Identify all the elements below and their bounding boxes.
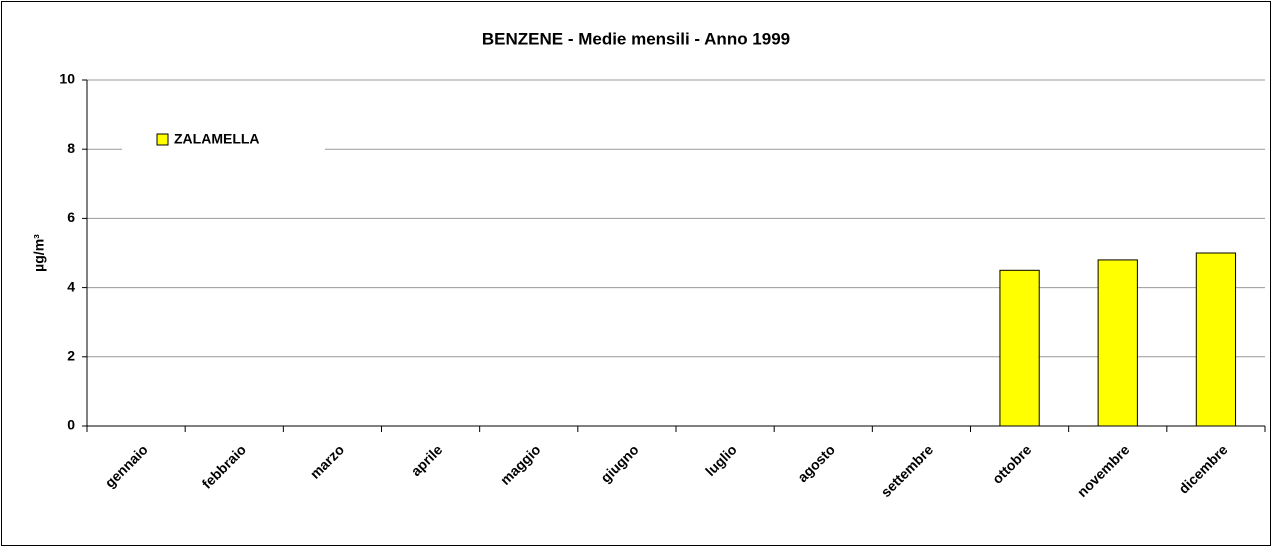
y-tick-label: 6 [67, 209, 75, 225]
y-tick-label: 10 [59, 71, 75, 87]
y-axis-label: µg/m³ [31, 234, 47, 272]
y-tick-label: 4 [67, 278, 75, 294]
bar [1097, 259, 1138, 427]
bar [1195, 252, 1237, 427]
legend-label: ZALAMELLA [174, 131, 260, 147]
chart-title: BENZENE - Medie mensili - Anno 1999 [482, 29, 790, 48]
y-tick-label: 2 [67, 348, 75, 364]
bar [999, 269, 1040, 427]
y-tick-label: 0 [67, 417, 75, 433]
legend-box [122, 125, 325, 153]
legend-swatch [156, 133, 169, 146]
y-tick-label: 8 [67, 140, 75, 156]
